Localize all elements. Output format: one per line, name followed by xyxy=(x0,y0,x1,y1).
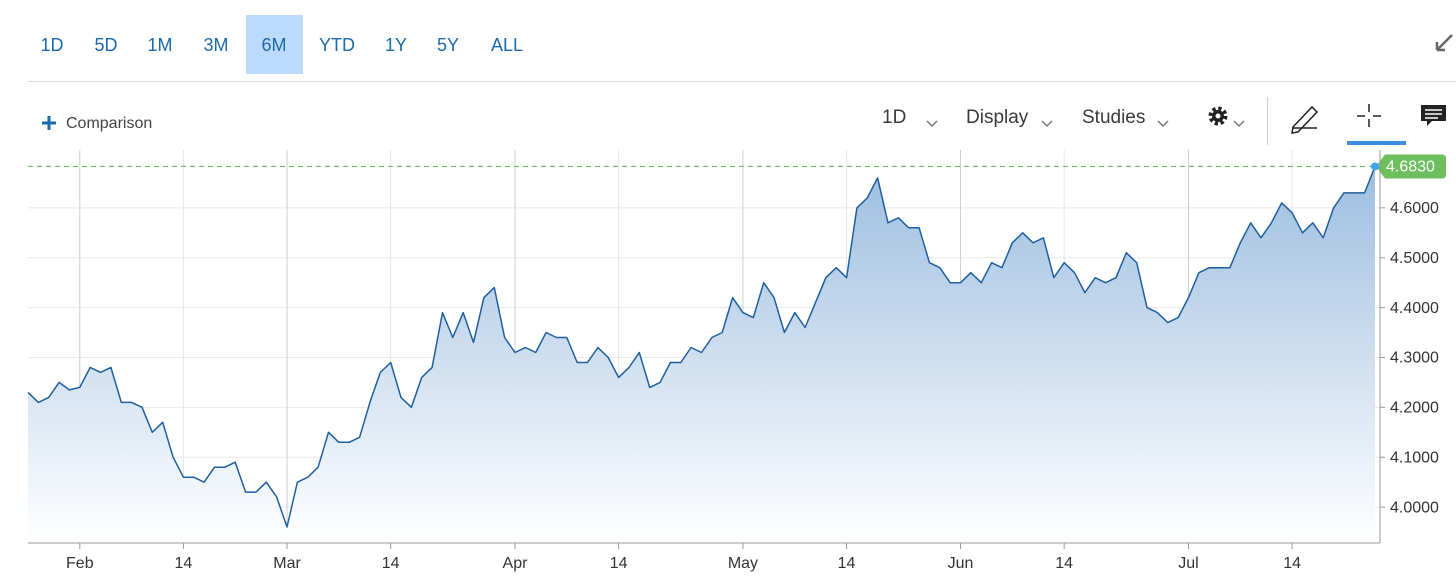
y-tick-label: 4.4000 xyxy=(1390,300,1439,317)
y-tick-label: 4.6000 xyxy=(1390,200,1439,217)
price-line xyxy=(27,166,1376,528)
range-button[interactable]: 5Y xyxy=(437,35,459,55)
plot: 4.6830 xyxy=(27,154,1446,543)
x-tick-label: Apr xyxy=(503,555,529,572)
x-tick-label: 14 xyxy=(175,555,193,572)
chevron xyxy=(926,120,938,128)
y-tick-label: 4.2000 xyxy=(1390,400,1439,417)
comment-lines xyxy=(1425,109,1442,119)
price-tag-label: 4.6830 xyxy=(1386,159,1435,176)
x-tick-label: Feb xyxy=(66,555,94,572)
settings-icon[interactable] xyxy=(1208,106,1245,128)
x-tick-label: Mar xyxy=(273,555,301,572)
range-active-bg xyxy=(246,15,303,74)
chevron xyxy=(1041,120,1053,128)
interval-menu[interactable]: 1D xyxy=(882,107,906,128)
active-indicator xyxy=(1347,141,1406,145)
price-tag xyxy=(1376,154,1446,179)
x-tick-label: Jun xyxy=(948,555,974,572)
range-button[interactable]: YTD xyxy=(319,35,355,55)
comparison-button[interactable]: Comparison xyxy=(66,115,152,132)
range-button[interactable]: 6M xyxy=(261,35,286,55)
y-tick-label: 4.0000 xyxy=(1390,499,1439,516)
range-button[interactable]: 1M xyxy=(147,35,172,55)
area-fill xyxy=(28,166,1375,543)
x-tick-label: 14 xyxy=(382,555,400,572)
plus-icon[interactable] xyxy=(42,116,56,130)
range-button[interactable]: ALL xyxy=(491,35,523,55)
x-tick-label: 14 xyxy=(838,555,856,572)
crosshair-icon[interactable] xyxy=(1357,104,1381,127)
y-tick-label: 4.3000 xyxy=(1390,350,1439,367)
y-tick-label: 4.5000 xyxy=(1390,250,1439,267)
axes: 4.0000 4.1000 4.2000 4.3000 4.4000 4.5000 4.60… xyxy=(28,150,1439,572)
range-button[interactable]: 3M xyxy=(203,35,228,55)
display-menu[interactable]: Display xyxy=(966,107,1029,128)
range-bar: 1D 5D 1M 3M 6M YTD 1Y 5Y ALL xyxy=(40,15,523,74)
expand-icon[interactable] xyxy=(1435,34,1453,52)
range-button[interactable]: 5D xyxy=(94,35,117,55)
comment-icon[interactable] xyxy=(1421,105,1446,126)
x-tick-label: 14 xyxy=(1055,555,1073,572)
x-tick-label: May xyxy=(728,555,758,572)
last-point xyxy=(1371,162,1379,171)
chevron xyxy=(1157,120,1169,128)
x-tick-label: 14 xyxy=(610,555,628,572)
range-button[interactable]: 1Y xyxy=(385,35,407,55)
x-tick-label: Jul xyxy=(1178,555,1198,572)
y-tick-label: 4.1000 xyxy=(1390,449,1439,466)
range-button[interactable]: 1D xyxy=(40,35,63,55)
studies-menu[interactable]: Studies xyxy=(1082,107,1145,128)
x-tick-label: 14 xyxy=(1283,555,1301,572)
draw-icon[interactable] xyxy=(1291,105,1319,134)
